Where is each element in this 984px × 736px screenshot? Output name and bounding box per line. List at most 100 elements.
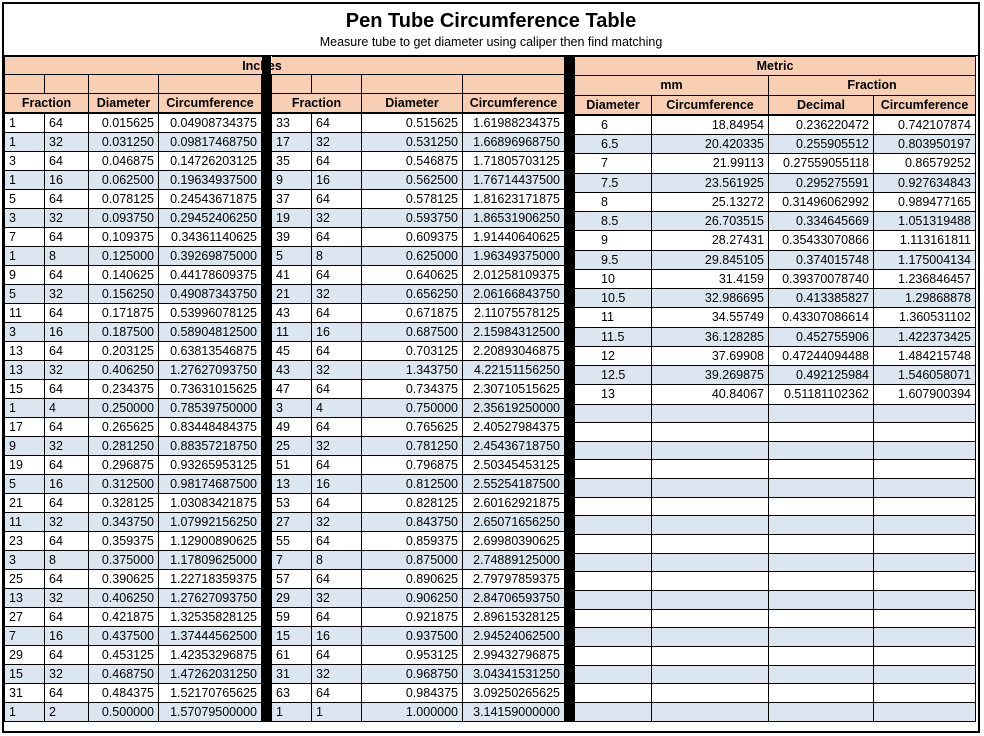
- diameter-cell: 0.390625: [88, 568, 159, 589]
- table-row: 3 64 0.046875 0.14726203125: [4, 150, 262, 171]
- numerator-cell: 27: [271, 511, 312, 532]
- diameter-cell: 0.984375: [361, 682, 463, 703]
- decimal-cell: [768, 552, 874, 573]
- decimal-cell: [768, 534, 874, 554]
- diameter-cell: 0.953125: [361, 644, 463, 665]
- decimal-cell: 0.413385827: [768, 288, 874, 309]
- header-cell: [4, 74, 45, 94]
- diameter-cell: 0.859375: [361, 530, 463, 551]
- circumference-cell: 2.69980390625: [462, 530, 565, 551]
- table-row: 12.5 39.269875 0.492125984 1.546058071: [574, 365, 977, 386]
- diameter-cell: 0.375000: [88, 549, 159, 570]
- numerator-cell: 35: [271, 150, 312, 171]
- column-header-circumference: Circumference: [651, 94, 769, 116]
- circumference-cell: 2.60162921875: [462, 492, 565, 513]
- fraction-circumference-cell: 0.803950197: [872, 134, 977, 155]
- numerator-cell: 11: [271, 321, 312, 342]
- mm-diameter-cell: [574, 403, 652, 424]
- diameter-cell: 0.812500: [361, 473, 463, 494]
- header-cell: [88, 74, 159, 94]
- circumference-cell: 2.40527984375: [462, 416, 565, 437]
- diameter-cell: 0.671875: [361, 302, 463, 323]
- table-row: 47 64 0.734375 2.30710515625: [271, 378, 565, 399]
- mm-circumference-cell: 21.99113: [651, 153, 769, 174]
- mm-circumference-cell: 26.703515: [651, 211, 769, 232]
- diameter-cell: 0.109375: [88, 226, 159, 247]
- mm-circumference-cell: 32.986695: [651, 288, 769, 309]
- diameter-cell: 0.609375: [361, 226, 463, 247]
- table-row: 11 16 0.687500 2.15984312500: [271, 321, 565, 342]
- mm-circumference-cell: [651, 683, 769, 703]
- numerator-cell: 3: [4, 321, 45, 342]
- decimal-cell: 0.51181102362: [768, 384, 874, 405]
- table-grid: Inches Fraction Diameter Circumference 1 64 0.…: [4, 55, 978, 722]
- table-row: 25 64 0.390625 1.22718359375: [4, 568, 262, 589]
- table-row: [574, 496, 977, 517]
- table-row: 21 64 0.328125 1.03083421875: [4, 492, 262, 513]
- diameter-cell: 0.687500: [361, 321, 463, 342]
- circumference-cell: 2.99432796875: [462, 644, 565, 665]
- diameter-cell: 0.890625: [361, 568, 463, 589]
- circumference-cell: 2.94524062500: [462, 625, 565, 646]
- numerator-cell: 11: [4, 511, 45, 532]
- mm-circumference-cell: [651, 478, 769, 498]
- diameter-cell: 0.484375: [88, 682, 159, 703]
- mm-circumference-cell: 31.4159: [651, 268, 769, 290]
- fraction-circumference-cell: 1.484215748: [872, 345, 977, 367]
- denominator-cell: 64: [311, 378, 362, 399]
- table-row: 13 32 0.406250 1.27627093750: [4, 359, 262, 380]
- diameter-cell: 0.156250: [88, 283, 159, 304]
- denominator-cell: 32: [44, 359, 89, 380]
- mm-diameter-cell: [574, 478, 652, 498]
- mm-diameter-cell: [574, 627, 652, 647]
- denominator-cell: 64: [44, 416, 89, 437]
- circumference-cell: 3.09250265625: [462, 682, 565, 703]
- mm-diameter-cell: 10.5: [574, 288, 652, 309]
- table-row: 1 16 0.062500 0.19634937500: [4, 169, 262, 190]
- denominator-cell: 64: [311, 530, 362, 551]
- diameter-cell: 0.265625: [88, 416, 159, 437]
- circumference-cell: 4.22151156250: [462, 359, 565, 380]
- denominator-cell: 64: [44, 112, 89, 133]
- table-row: 57 64 0.890625 2.79797859375: [271, 568, 565, 589]
- mm-circumference-cell: [651, 627, 769, 647]
- table-row: 53 64 0.828125 2.60162921875: [271, 492, 565, 513]
- circumference-cell: 2.65071656250: [462, 511, 565, 532]
- numerator-cell: 23: [4, 530, 45, 551]
- mm-circumference-cell: [651, 496, 769, 517]
- diameter-cell: 0.781250: [361, 435, 463, 456]
- denominator-cell: 64: [311, 150, 362, 171]
- fraction-circumference-cell: 1.051319488: [872, 211, 977, 232]
- mm-circumference-cell: 34.55749: [651, 307, 769, 328]
- circumference-cell: 0.14726203125: [158, 150, 262, 171]
- diameter-cell: 0.562500: [361, 169, 463, 190]
- decimal-cell: [768, 645, 874, 666]
- column-header-decimal: Decimal: [768, 94, 874, 116]
- numerator-cell: 17: [4, 416, 45, 437]
- circumference-cell: 2.30710515625: [462, 378, 565, 399]
- circumference-cell: 2.84706593750: [462, 587, 565, 608]
- numerator-cell: 21: [4, 492, 45, 513]
- diameter-cell: 0.406250: [88, 587, 159, 608]
- mm-circumference-cell: 25.13272: [651, 191, 769, 213]
- table-row: 7 8 0.875000 2.74889125000: [271, 549, 565, 570]
- mm-circumference-cell: [651, 645, 769, 666]
- header-cell: [311, 74, 362, 94]
- mm-circumference-cell: 28.27431: [651, 230, 769, 251]
- column-header-circumference: Circumference: [462, 92, 565, 114]
- header-row-group: [271, 55, 565, 76]
- decimal-cell: 0.27559055118: [768, 153, 874, 174]
- diameter-cell: 0.937500: [361, 625, 463, 646]
- denominator-cell: 64: [44, 378, 89, 399]
- decimal-cell: 0.334645669: [768, 211, 874, 232]
- denominator-cell: 8: [311, 245, 362, 266]
- numerator-cell: 3: [4, 549, 45, 570]
- circumference-cell: 0.98174687500: [158, 473, 262, 494]
- denominator-cell: 16: [44, 625, 89, 646]
- denominator-cell: 64: [311, 568, 362, 589]
- mm-diameter-cell: 6.5: [574, 134, 652, 155]
- inches-table-right: Fraction Diameter Circumference 33 64 0.51562…: [271, 55, 565, 722]
- numerator-cell: 9: [271, 169, 312, 190]
- decimal-cell: [768, 664, 874, 685]
- column-header-row: Diameter Circumference Decimal Circumferenc…: [574, 94, 977, 116]
